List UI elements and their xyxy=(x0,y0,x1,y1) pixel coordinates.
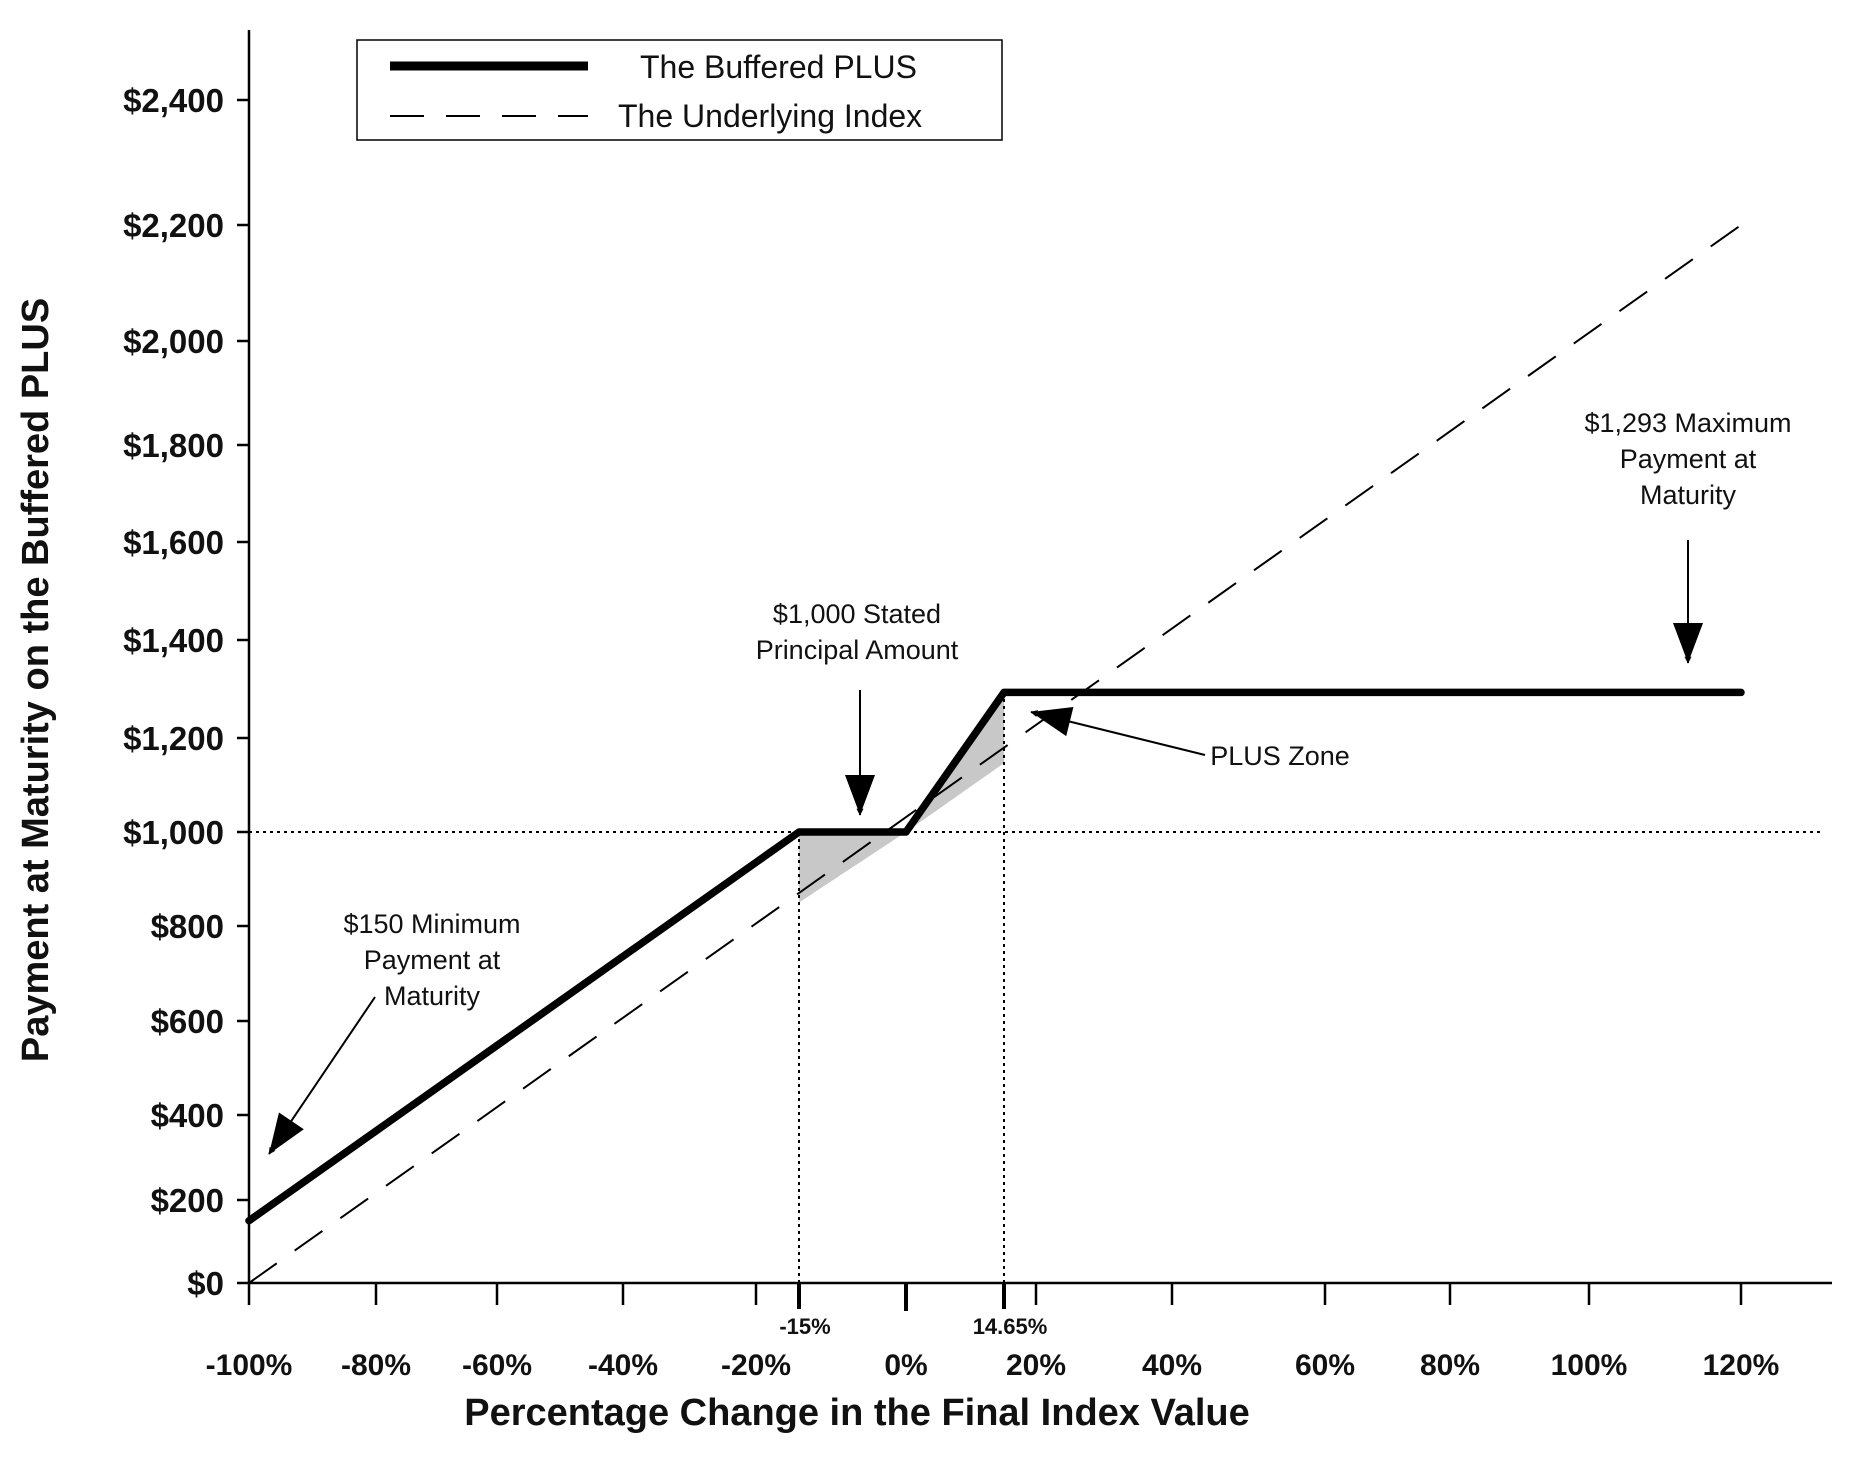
series-line-buffered-plus xyxy=(245,688,1745,1225)
arrowhead xyxy=(1031,707,1074,737)
annotation-line: Principal Amount xyxy=(756,635,959,665)
arrowhead xyxy=(269,1112,304,1154)
plus-zone-shading xyxy=(799,692,1004,903)
x-tick-label: -40% xyxy=(588,1349,658,1382)
x-minor-tick-label: -15% xyxy=(779,1314,830,1339)
y-tick-label: $800 xyxy=(151,908,224,945)
legend-label-buffered-plus: The Buffered PLUS xyxy=(640,49,917,85)
x-tick-label: -100% xyxy=(206,1349,293,1382)
annotation-line: Maturity xyxy=(384,981,481,1011)
x-axis-title: Percentage Change in the Final Index Val… xyxy=(464,1392,1250,1434)
annotation-line: $150 Minimum xyxy=(343,909,520,939)
y-tick-label: $1,000 xyxy=(123,814,224,851)
annotation-label: $1,293 Maximum Payment at Maturity xyxy=(1584,408,1791,510)
y-tick-label: $600 xyxy=(151,1003,224,1040)
annotation-line: $1,293 Maximum xyxy=(1584,408,1791,438)
y-tick-label: $2,200 xyxy=(123,207,224,244)
x-tick-label: 60% xyxy=(1295,1349,1355,1382)
y-tick-label: $2,400 xyxy=(123,82,224,119)
annotation-line: PLUS Zone xyxy=(1210,741,1350,771)
x-tick-label: 80% xyxy=(1420,1349,1480,1382)
legend: The Buffered PLUS The Underlying Index xyxy=(356,39,1003,141)
x-tick-label: 20% xyxy=(1006,1349,1066,1382)
axes xyxy=(247,30,1832,1285)
y-axis-title: Payment at Maturity on the Buffered PLUS xyxy=(15,298,57,1062)
annotation-label: PLUS Zone xyxy=(1210,741,1350,771)
legend-box xyxy=(356,39,1003,141)
annotation-line: $1,000 Stated xyxy=(773,599,941,629)
tick-labels: $0 $200 $400 $600 $800 $1,000 $1,200 $1,400 $1,6… xyxy=(123,82,1779,1382)
series-line-underlying-index xyxy=(248,224,1742,1284)
y-tick-label: $1,400 xyxy=(123,622,224,659)
y-tick-label: $0 xyxy=(187,1265,224,1302)
annotation-label: $150 Minimum Payment at Maturity xyxy=(343,909,520,1011)
x-minor-tick-label: 14.65% xyxy=(973,1314,1048,1339)
x-tick-label: -80% xyxy=(341,1349,411,1382)
x-tick-label: -60% xyxy=(462,1349,532,1382)
annotation-line: Payment at xyxy=(1620,444,1757,474)
annotation-line: Maturity xyxy=(1640,480,1737,510)
arrowhead xyxy=(1673,623,1703,663)
reference-lines xyxy=(249,692,1822,1283)
series-lines xyxy=(245,224,1745,1284)
annotation-line: Payment at xyxy=(364,945,501,975)
tick-marks xyxy=(237,98,1743,1311)
x-tick-label: 120% xyxy=(1703,1349,1780,1382)
y-tick-label: $1,600 xyxy=(123,524,224,561)
arrowhead xyxy=(845,775,875,815)
annotation-label: $1,000 Stated Principal Amount xyxy=(756,599,959,665)
y-tick-label: $1,200 xyxy=(123,720,224,757)
x-tick-label: 100% xyxy=(1551,1349,1628,1382)
shaded-region-1 xyxy=(799,832,906,903)
y-tick-label: $1,800 xyxy=(123,427,224,464)
x-tick-label: 40% xyxy=(1142,1349,1202,1382)
y-tick-label: $2,000 xyxy=(123,323,224,360)
y-tick-label: $200 xyxy=(151,1182,224,1219)
y-tick-label: $400 xyxy=(151,1097,224,1134)
annotations: $150 Minimum Payment at Maturity $1,000 Sta… xyxy=(268,408,1792,1155)
x-tick-label: -20% xyxy=(721,1349,791,1382)
x-tick-label: 0% xyxy=(884,1349,927,1382)
legend-label-underlying-index: The Underlying Index xyxy=(618,98,922,134)
